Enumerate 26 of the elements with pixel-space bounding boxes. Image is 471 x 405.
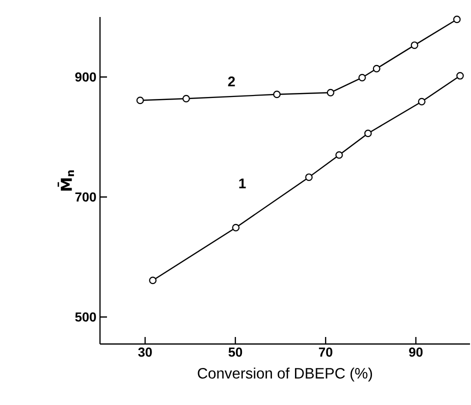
- point: [364, 130, 372, 138]
- point: [372, 64, 380, 72]
- point: [149, 276, 157, 284]
- x-tick-label: 30: [138, 348, 152, 357]
- point: [418, 98, 426, 106]
- point: [326, 88, 334, 96]
- x-tick-label: 70: [318, 348, 332, 357]
- point: [453, 16, 461, 24]
- series-label: 2: [228, 76, 235, 86]
- point: [358, 74, 366, 82]
- point: [232, 224, 240, 232]
- point: [136, 96, 144, 104]
- y-tick-label: 900: [75, 72, 96, 82]
- point: [273, 90, 281, 98]
- y-tick-label: 500: [75, 312, 96, 322]
- point: [335, 151, 343, 159]
- y-tick-label: 700: [75, 192, 96, 202]
- point: [456, 72, 464, 80]
- y-axis-title: M̄$_{n}$: [58, 170, 74, 191]
- point: [182, 94, 190, 102]
- x-tick-label: 50: [228, 348, 242, 357]
- x-tick-label: 90: [409, 348, 423, 357]
- x-axis-title: Conversion of DBEPC (%): [198, 368, 372, 382]
- series-label: 1: [239, 178, 246, 188]
- point: [410, 41, 418, 49]
- point: [305, 173, 313, 181]
